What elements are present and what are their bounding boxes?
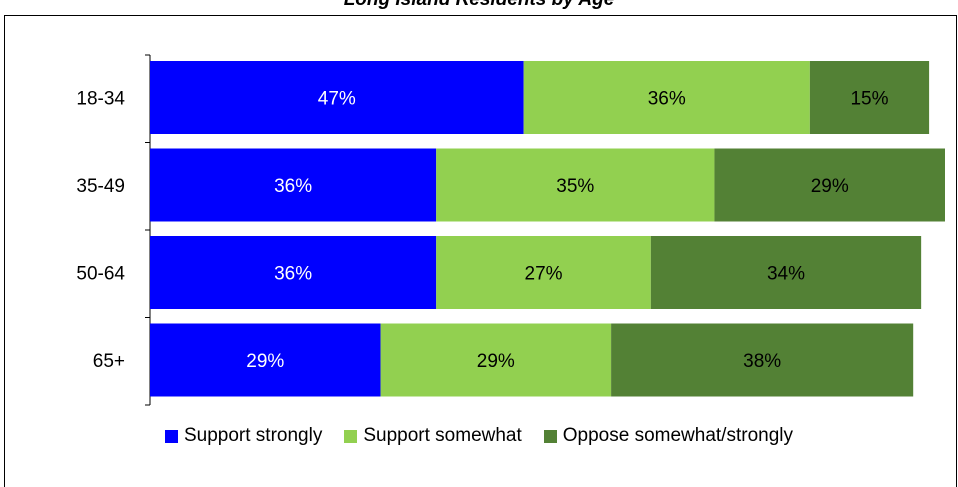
bar-segment-18-34-series-0 bbox=[150, 61, 524, 134]
legend-label: Support somewhat bbox=[363, 425, 522, 446]
data-label-35-49-series-2: 29% bbox=[811, 176, 849, 197]
legend-swatch bbox=[164, 429, 178, 443]
category-label-65+: 65+ bbox=[93, 351, 125, 372]
chart-title: Long Island Residents by Age bbox=[0, 0, 958, 11]
legend-label: Support strongly bbox=[183, 425, 323, 446]
bar-segment-50-64-series-1 bbox=[436, 236, 651, 309]
bar-segment-50-64-series-0 bbox=[150, 236, 437, 309]
legend-item-0: Support strongly bbox=[164, 425, 323, 447]
legend-item-2: Oppose somewhat/strongly bbox=[543, 425, 793, 447]
bar-segment-35-49-series-2 bbox=[714, 148, 945, 222]
data-label-50-64-series-0: 36% bbox=[274, 264, 312, 285]
data-label-65+-series-0: 29% bbox=[246, 351, 284, 372]
bar-segment-65+-series-2 bbox=[611, 323, 914, 397]
category-label-35-49: 35-49 bbox=[76, 176, 125, 197]
bar-segment-18-34-series-2 bbox=[809, 61, 930, 134]
legend-swatch bbox=[344, 429, 358, 443]
bar-segment-35-49-series-1 bbox=[436, 148, 715, 222]
data-label-18-34-series-1: 36% bbox=[648, 89, 686, 110]
data-label-18-34-series-2: 15% bbox=[850, 89, 888, 110]
bar-segment-18-34-series-1 bbox=[523, 61, 810, 134]
data-label-18-34-series-0: 47% bbox=[318, 89, 356, 110]
data-label-35-49-series-0: 36% bbox=[274, 176, 312, 197]
legend-item-1: Support somewhat bbox=[344, 425, 522, 447]
category-label-50-64: 50-64 bbox=[76, 264, 125, 285]
data-label-50-64-series-2: 34% bbox=[767, 264, 805, 285]
data-label-50-64-series-1: 27% bbox=[525, 264, 563, 285]
chart-plot: 18-34 47% 36% 15% 35-49 36% 35% 29% 50-64 36% 27% 3… bbox=[76, 54, 945, 406]
legend-swatch bbox=[543, 429, 557, 443]
data-label-65+-series-1: 29% bbox=[477, 351, 515, 372]
bar-segment-35-49-series-0 bbox=[150, 148, 437, 222]
data-label-65+-series-2: 38% bbox=[743, 351, 781, 372]
chart-frame bbox=[4, 15, 957, 487]
data-label-35-49-series-1: 35% bbox=[556, 176, 594, 197]
chart-legend: Support strongly Support somewhat Oppose s… bbox=[0, 425, 958, 447]
bar-segment-65+-series-1 bbox=[380, 323, 612, 397]
category-label-18-34: 18-34 bbox=[76, 89, 125, 110]
bar-segment-50-64-series-2 bbox=[650, 236, 922, 309]
bar-segment-65+-series-0 bbox=[150, 323, 381, 397]
legend-label: Oppose somewhat/strongly bbox=[562, 425, 793, 446]
